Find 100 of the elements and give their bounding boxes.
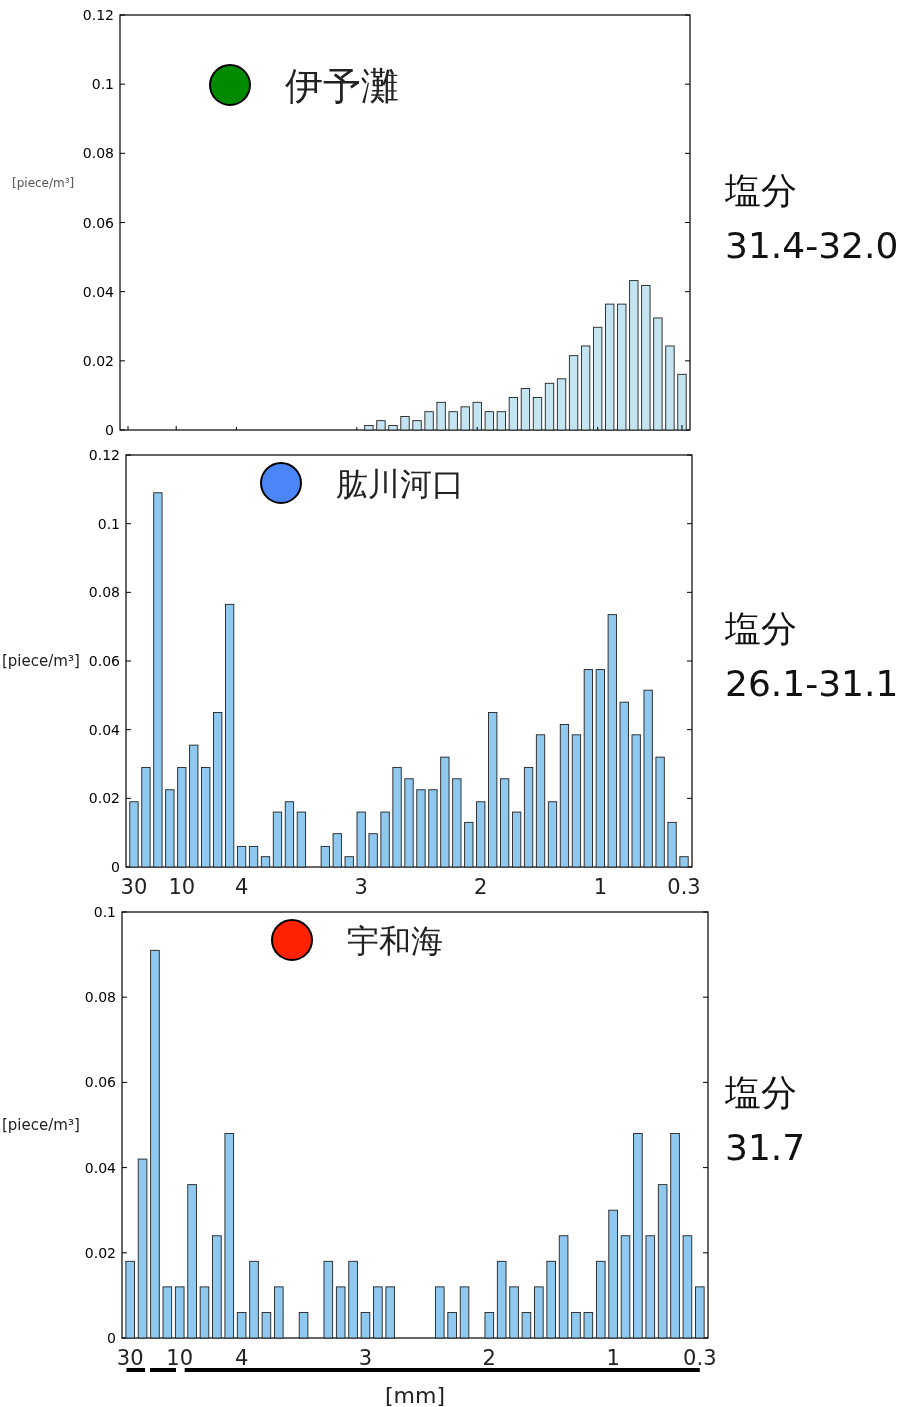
bar xyxy=(595,669,605,868)
bar xyxy=(376,420,386,431)
bar xyxy=(177,766,187,868)
bar xyxy=(416,789,426,868)
text: 塩分 31.4-32.0 xyxy=(724,169,899,266)
bar xyxy=(535,734,546,868)
bar xyxy=(629,280,639,431)
bar xyxy=(571,1311,581,1339)
bar xyxy=(472,401,482,431)
bar xyxy=(631,734,641,868)
x-tick-label: 30 xyxy=(120,875,148,899)
bar xyxy=(129,801,139,868)
bar xyxy=(546,1260,556,1339)
bar xyxy=(521,1311,532,1339)
bar xyxy=(434,1286,445,1339)
bar xyxy=(571,734,582,868)
bar xyxy=(643,689,653,868)
bar xyxy=(201,766,211,868)
bar xyxy=(633,1133,643,1339)
bar xyxy=(511,811,522,868)
bar xyxy=(500,778,510,868)
bar xyxy=(249,1260,259,1339)
bar xyxy=(332,833,342,868)
bar xyxy=(547,801,558,868)
x-tick-label: 2 xyxy=(474,875,488,899)
bar xyxy=(212,1235,222,1339)
bar xyxy=(428,789,438,868)
bar xyxy=(677,373,687,431)
bar xyxy=(412,420,422,431)
chart-title: 宇和海 xyxy=(347,922,443,960)
bar xyxy=(284,801,295,868)
bar xyxy=(679,856,689,868)
chart-title: 肱川河口 xyxy=(336,465,464,503)
x-tick-label: 4 xyxy=(234,875,249,899)
bar xyxy=(655,756,665,868)
bar xyxy=(400,416,410,431)
y-tick-label: 0 xyxy=(111,859,120,875)
y-tick-label: 0.06 xyxy=(82,214,115,231)
bar xyxy=(568,355,579,431)
bar xyxy=(534,1286,544,1339)
bar xyxy=(404,778,414,868)
bar xyxy=(447,1311,457,1339)
bar xyxy=(509,1286,519,1339)
bar xyxy=(261,1311,272,1339)
x-tick-label: 30 xyxy=(116,1346,144,1370)
bar xyxy=(682,1235,693,1339)
bar xyxy=(464,821,474,868)
bar xyxy=(348,1260,358,1339)
y-tick-label: 0.04 xyxy=(82,283,115,300)
x-tick-label: 0.3 xyxy=(667,875,701,899)
bar xyxy=(459,1286,470,1339)
text: 伊予灘 xyxy=(285,64,399,108)
y-tick-label: 0.12 xyxy=(82,7,114,23)
bar xyxy=(484,411,494,431)
x-tick-label: 1 xyxy=(606,1346,620,1370)
bar xyxy=(508,397,519,431)
bar xyxy=(448,411,458,431)
bar xyxy=(520,388,531,431)
x-tick-label: 10 xyxy=(166,1346,194,1370)
bar xyxy=(583,1311,594,1339)
bar xyxy=(544,382,555,431)
y-tick-label: 0.06 xyxy=(84,1074,117,1091)
bar xyxy=(236,845,247,868)
bar xyxy=(532,397,543,431)
y-tick-label: 0.08 xyxy=(84,989,116,1006)
x-tick-label: 4 xyxy=(234,1346,249,1370)
bar xyxy=(162,1286,173,1339)
bar xyxy=(137,1158,148,1339)
x-tick-label: 3 xyxy=(358,1346,373,1370)
y-tick-label: 0.02 xyxy=(82,352,114,369)
bar xyxy=(373,1286,383,1339)
x-tick-label: 10 xyxy=(168,875,196,899)
y-tick-label: 0 xyxy=(107,1330,116,1346)
bar xyxy=(523,766,534,868)
bar xyxy=(364,425,374,431)
bar xyxy=(153,492,163,868)
bar xyxy=(236,1311,247,1339)
bar xyxy=(189,744,199,868)
bar xyxy=(665,345,675,431)
bar xyxy=(213,712,223,868)
bar xyxy=(248,845,259,868)
bar xyxy=(620,1235,631,1339)
text: 塩分 26.1-31.1 xyxy=(724,608,899,704)
bar xyxy=(583,669,593,868)
x-axis-title: [mm] xyxy=(384,1383,446,1407)
bar xyxy=(199,1286,210,1339)
bar xyxy=(360,1311,371,1339)
y-axis-title: [piece/m³] xyxy=(12,176,75,190)
y-tick-label: 0.1 xyxy=(93,904,116,920)
y-tick-label: 0.04 xyxy=(88,721,121,738)
bar xyxy=(296,811,307,868)
x-tick-label: 1 xyxy=(593,875,608,899)
bar xyxy=(335,1286,346,1339)
bar xyxy=(298,1311,309,1339)
bar xyxy=(174,1286,185,1339)
bar xyxy=(150,949,160,1339)
bar xyxy=(436,401,446,431)
x-tick-label: 3 xyxy=(354,875,368,899)
bar xyxy=(607,614,617,868)
y-tick-label: 0.12 xyxy=(88,447,120,463)
